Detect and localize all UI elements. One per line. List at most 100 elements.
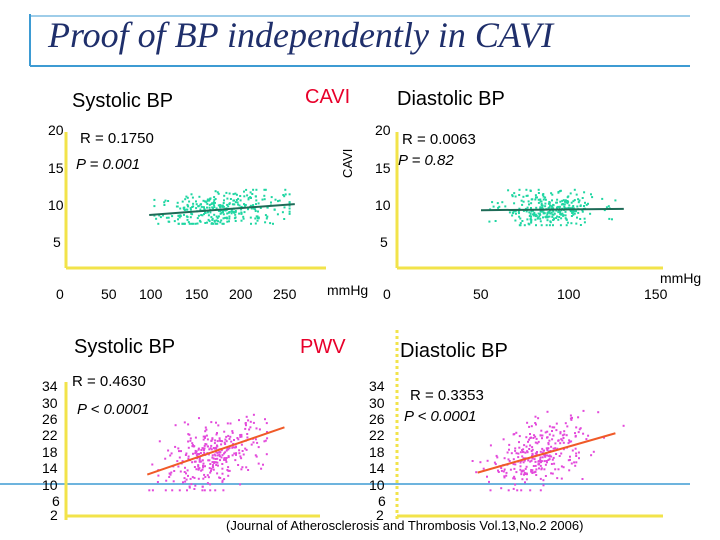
data-point <box>534 470 537 473</box>
data-point <box>198 219 201 222</box>
data-point <box>234 220 237 222</box>
p2-stat-p: P = 0.82 <box>398 152 454 169</box>
data-point <box>257 446 260 449</box>
data-point <box>199 208 202 211</box>
data-point <box>256 215 259 218</box>
data-point <box>254 210 257 212</box>
data-point <box>178 489 181 492</box>
data-point <box>197 214 200 217</box>
data-point <box>569 458 571 461</box>
data-point <box>569 207 572 210</box>
data-point <box>209 197 212 200</box>
data-point <box>542 216 544 219</box>
data-point <box>210 222 213 225</box>
data-point <box>532 465 535 467</box>
data-point <box>225 460 228 463</box>
data-point <box>530 215 533 218</box>
data-point <box>208 220 211 223</box>
data-point <box>219 206 222 209</box>
data-point <box>200 469 203 472</box>
data-point <box>541 437 543 440</box>
data-point <box>531 457 534 460</box>
data-point <box>492 205 495 208</box>
data-point <box>543 454 546 457</box>
data-point <box>482 467 485 470</box>
data-point <box>553 426 556 429</box>
data-point <box>548 439 551 442</box>
data-point <box>211 454 214 457</box>
data-point <box>523 224 526 227</box>
data-point <box>179 470 182 473</box>
data-point <box>529 212 532 215</box>
data-point <box>170 452 173 455</box>
data-point <box>184 480 187 483</box>
data-point <box>209 447 212 450</box>
data-point <box>229 422 232 425</box>
data-point <box>562 214 565 217</box>
data-point <box>227 434 230 437</box>
data-point <box>531 198 534 201</box>
data-point <box>553 212 556 215</box>
data-point <box>206 438 209 441</box>
data-point <box>228 215 231 218</box>
data-point <box>518 215 521 218</box>
data-point <box>204 211 206 214</box>
data-point <box>185 452 188 455</box>
p2-title: Diastolic BP <box>397 88 505 110</box>
data-point <box>522 448 525 451</box>
data-point <box>217 220 220 223</box>
data-point <box>213 220 216 223</box>
data-point <box>201 485 204 488</box>
data-point <box>567 206 570 209</box>
data-point <box>163 201 166 204</box>
data-point <box>202 435 205 438</box>
data-point <box>574 434 577 437</box>
data-point <box>226 422 229 425</box>
data-point <box>204 436 206 439</box>
data-point <box>560 465 563 468</box>
data-point <box>194 436 197 439</box>
data-point <box>573 199 576 202</box>
data-point <box>494 463 497 466</box>
data-point <box>547 455 550 458</box>
data-point <box>569 455 571 458</box>
data-point <box>265 453 268 456</box>
data-point <box>223 199 225 202</box>
data-point <box>214 489 217 492</box>
data-point <box>603 436 605 439</box>
data-point <box>238 452 241 455</box>
data-point <box>208 199 211 202</box>
data-point <box>176 201 179 204</box>
data-point <box>574 432 576 435</box>
data-point <box>240 443 243 446</box>
data-point <box>207 476 210 479</box>
data-point <box>168 476 171 478</box>
data-point <box>578 457 580 460</box>
p2-unit: mmHg <box>660 270 702 286</box>
data-point <box>187 455 190 458</box>
data-point <box>194 222 197 225</box>
data-point <box>570 210 573 213</box>
data-point <box>569 192 572 195</box>
data-point <box>519 222 522 225</box>
plot-diastolic-cavi <box>480 188 624 227</box>
data-point <box>575 452 578 455</box>
data-point <box>582 409 585 412</box>
data-point <box>209 471 212 474</box>
p3-ytick: 10 <box>42 477 58 493</box>
data-point <box>193 445 196 448</box>
data-point <box>541 193 544 196</box>
data-point <box>523 444 526 447</box>
data-point <box>607 205 610 208</box>
data-point <box>569 414 572 417</box>
data-point <box>269 222 272 225</box>
p1-xtick: 250 <box>273 286 297 302</box>
p4-ytick: 22 <box>369 427 385 443</box>
data-point <box>227 205 230 208</box>
data-point <box>243 203 245 206</box>
data-point <box>515 471 518 474</box>
p1-ytick: 15 <box>48 160 64 176</box>
data-point <box>256 219 259 222</box>
data-point <box>525 188 528 191</box>
data-point <box>513 192 516 195</box>
